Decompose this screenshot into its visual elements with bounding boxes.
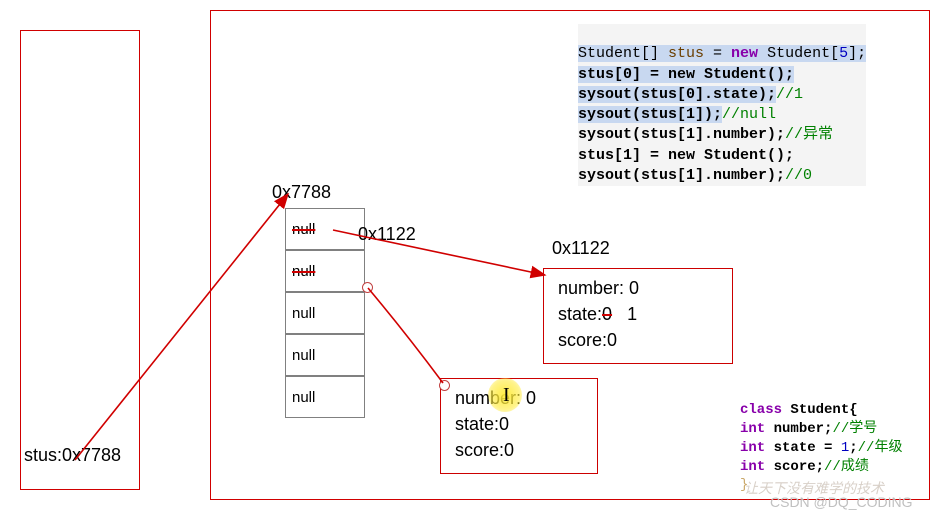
array-cell0-new-value: 0x1122 bbox=[358, 224, 416, 245]
obj1-number: number: 0 bbox=[558, 275, 718, 301]
obj1-box: number: 0 state:0 1 score:0 bbox=[543, 268, 733, 364]
code-block-main: Student[] stus = new Student[5]; stus[0]… bbox=[578, 24, 866, 186]
obj2-box: number: 0 state:0 score:0 bbox=[440, 378, 598, 474]
array-cells: null null null null null bbox=[285, 208, 365, 418]
array-cell-2: null bbox=[285, 292, 365, 334]
obj1-address-label: 0x1122 bbox=[552, 238, 610, 259]
connector-dot-2 bbox=[439, 380, 450, 391]
obj2-state: state:0 bbox=[455, 411, 583, 437]
array-cell-4: null bbox=[285, 376, 365, 418]
array-cell-0: null bbox=[285, 208, 365, 250]
stack-region-box bbox=[20, 30, 140, 490]
connector-dot-1 bbox=[362, 282, 373, 293]
array-cell-3: null bbox=[285, 334, 365, 376]
obj2-number: number: 0 bbox=[455, 385, 583, 411]
stack-var-label: stus:0x7788 bbox=[24, 445, 121, 466]
watermark-csdn: CSDN @DQ_CODING bbox=[770, 494, 913, 510]
obj2-score: score:0 bbox=[455, 437, 583, 463]
array-cell-1: null bbox=[285, 250, 365, 292]
text-cursor-icon: I bbox=[503, 384, 510, 407]
obj1-score: score:0 bbox=[558, 327, 718, 353]
array-address-label: 0x7788 bbox=[272, 182, 331, 203]
obj1-state: state:0 1 bbox=[558, 301, 718, 327]
